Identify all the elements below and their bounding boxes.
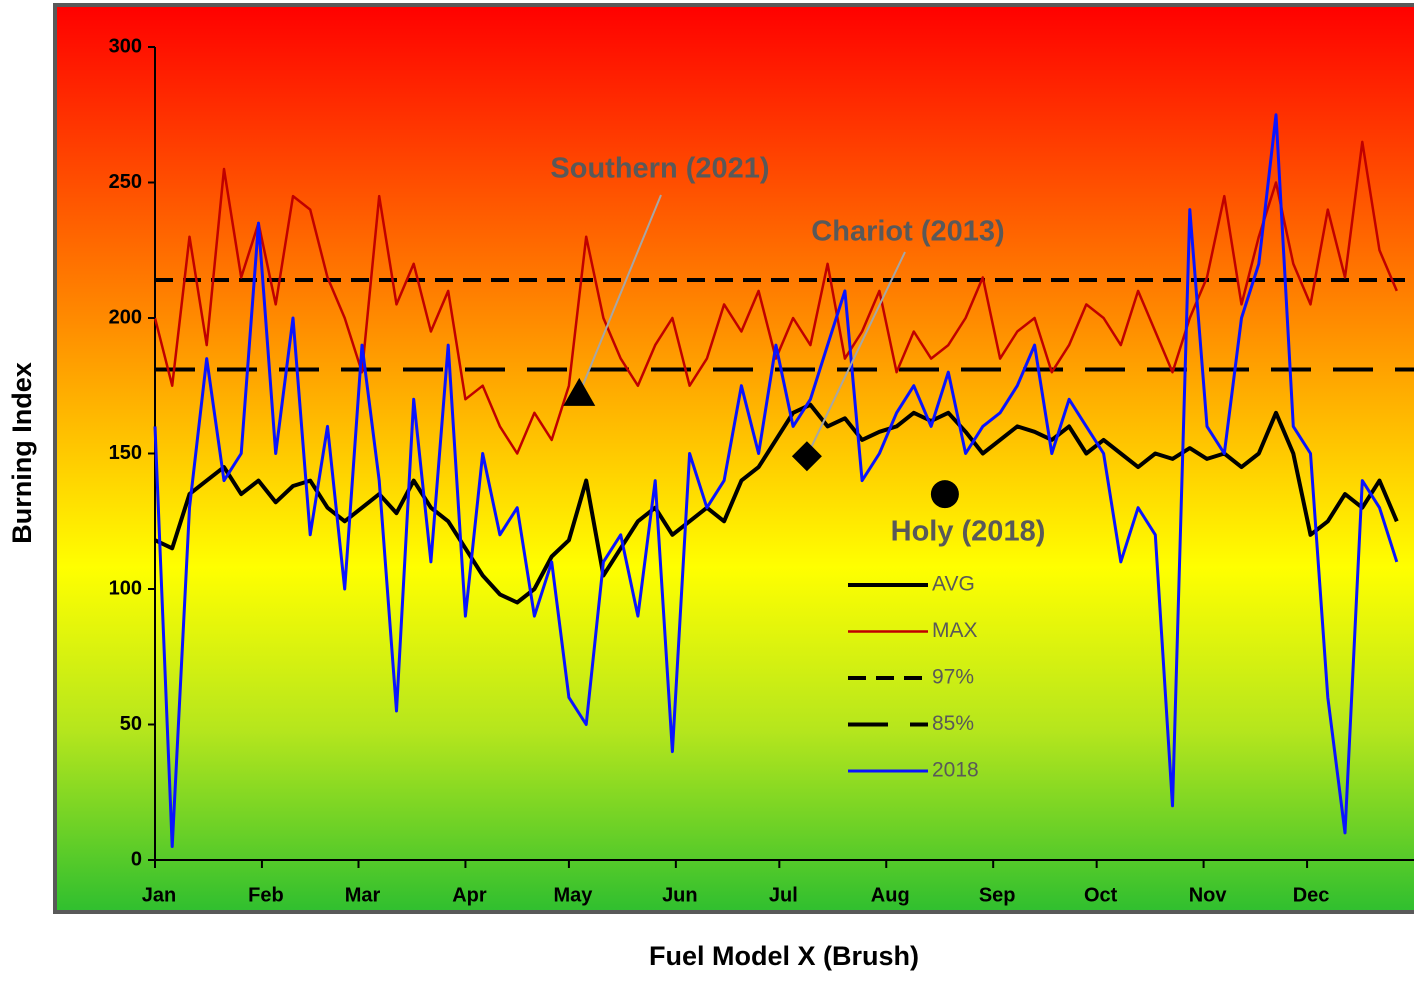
annotation-marker bbox=[930, 480, 959, 509]
legend-label: 97% bbox=[932, 666, 974, 689]
annotation-marker bbox=[563, 377, 596, 406]
x-tick-label: Oct bbox=[1084, 884, 1118, 906]
y-tick-label: 200 bbox=[109, 306, 142, 328]
x-axis-title: Fuel Model X (Brush) bbox=[649, 941, 919, 971]
x-tick-label: Apr bbox=[452, 884, 487, 906]
y-tick-label: 50 bbox=[120, 713, 142, 735]
x-tick-label: Sep bbox=[979, 884, 1016, 906]
leader-line bbox=[578, 194, 662, 395]
x-tick-label: Jun bbox=[662, 884, 698, 906]
plot-background bbox=[53, 3, 1414, 914]
x-tick-label: Feb bbox=[248, 884, 284, 906]
x-tick-label: Dec bbox=[1293, 884, 1330, 906]
legend-label: AVG bbox=[932, 573, 975, 596]
legend-label: MAX bbox=[932, 619, 978, 642]
series-line bbox=[154, 402, 1399, 605]
series-line bbox=[153, 113, 1399, 848]
y-axis-title: Burning Index bbox=[7, 362, 37, 544]
y-tick-label: 250 bbox=[109, 171, 142, 193]
x-tick-label: Mar bbox=[345, 884, 381, 906]
x-tick-label: Nov bbox=[1189, 884, 1228, 906]
y-tick-label: 150 bbox=[109, 442, 142, 464]
x-tick-label: Jan bbox=[142, 884, 176, 906]
plot bbox=[153, 113, 1414, 848]
y-tick-label: 300 bbox=[109, 35, 142, 57]
legend-label: 2018 bbox=[932, 759, 979, 782]
annotation-label: Southern (2021) bbox=[550, 153, 769, 185]
y-tick-label: 100 bbox=[109, 577, 142, 599]
y-tick-label: 0 bbox=[131, 848, 142, 870]
annotation-marker bbox=[791, 441, 822, 472]
x-tick-label: Jul bbox=[769, 884, 798, 906]
leader-line bbox=[806, 251, 906, 457]
annotation-label: Holy (2018) bbox=[891, 516, 1046, 548]
x-tick-label: May bbox=[553, 884, 593, 906]
x-tick-label: Aug bbox=[871, 884, 910, 906]
legend-label: 85% bbox=[932, 712, 974, 735]
series-line bbox=[153, 140, 1398, 455]
annotation-label: Chariot (2013) bbox=[811, 216, 1004, 248]
